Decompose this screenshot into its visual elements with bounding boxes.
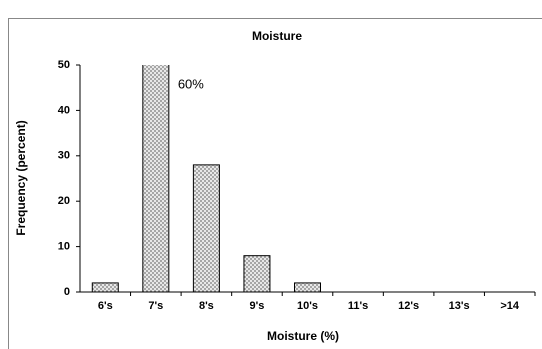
value-label: 60% [178,76,204,91]
y-tick-label: 0 [64,286,70,298]
x-axis-label: Moisture (%) [267,329,339,343]
x-tick-label: >14 [500,300,520,312]
bar [294,282,321,293]
y-tick-label: 40 [58,104,70,116]
y-tick-label: 20 [58,195,70,207]
x-tick-label: 7's [148,300,163,312]
bar [142,65,170,293]
x-tick-label: 12's [398,300,419,312]
bars [91,65,321,293]
y-tick-label: 10 [58,241,70,253]
bar [192,164,220,293]
x-tick-label: 9's [250,300,265,312]
x-tick-label: 10's [297,300,318,312]
x-tick-label: 11's [348,300,368,312]
y-tick-label: 50 [58,59,70,71]
bar [91,282,119,293]
x-tick-label: 8's [199,300,214,312]
chart-title: Moisture [252,29,302,43]
bar [243,255,271,293]
y-tick-label: 30 [58,150,70,162]
y-axis-label: Frequency (percent) [14,120,28,235]
chart-frame [8,18,542,349]
x-tick-label: 13's [449,300,470,312]
x-tick-label: 6's [98,300,113,312]
